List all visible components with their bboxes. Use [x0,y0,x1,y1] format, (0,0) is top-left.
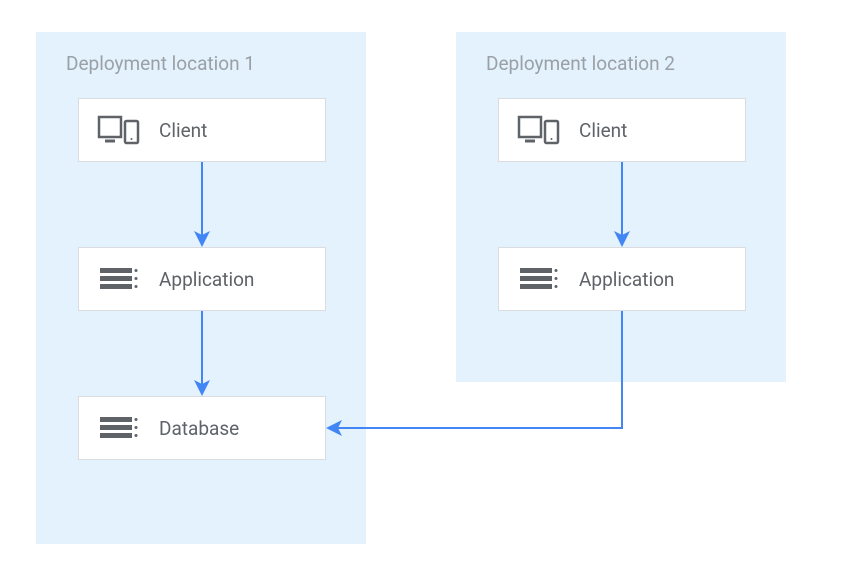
node-application-1: Application [78,247,326,311]
region-title: Deployment location 2 [486,52,756,75]
region-title: Deployment location 1 [66,52,336,75]
node-label: Database [159,417,239,440]
client-icon [517,113,561,147]
client-icon [97,113,141,147]
node-application-2: Application [498,247,746,311]
node-label: Application [159,268,254,291]
region-deployment-2: Deployment location 2 [456,32,786,382]
server-icon [517,262,561,296]
server-icon [97,262,141,296]
node-label: Application [579,268,674,291]
node-client-2: Client [498,98,746,162]
node-database-1: Database [78,396,326,460]
server-icon [97,411,141,445]
diagram-canvas: Deployment location 1 Deployment locatio… [0,0,856,574]
node-label: Client [159,119,207,142]
node-client-1: Client [78,98,326,162]
node-label: Client [579,119,627,142]
